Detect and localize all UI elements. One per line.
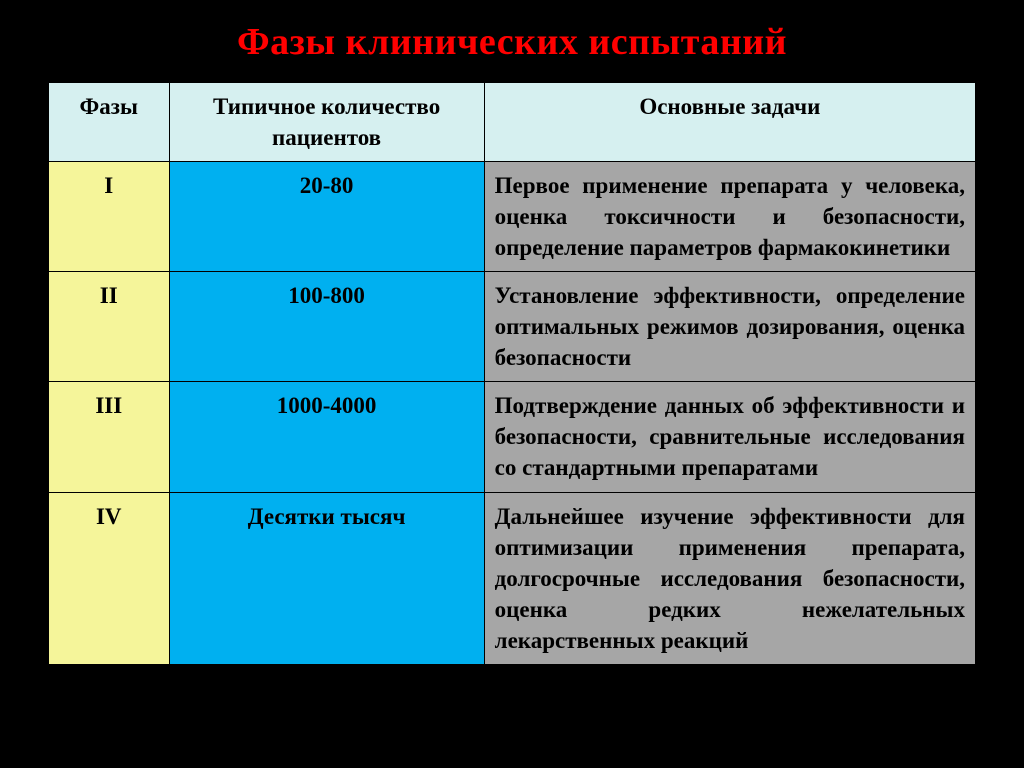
- cell-count: 20-80: [169, 162, 484, 272]
- col-header-task: Основные задачи: [484, 83, 975, 162]
- cell-task: Подтверждение данных об эффективности и …: [484, 382, 975, 492]
- cell-phase: I: [49, 162, 170, 272]
- cell-phase: IV: [49, 492, 170, 664]
- slide: Фазы клинических испытаний Фазы Типичное…: [0, 0, 1024, 768]
- table-row: III 1000-4000 Подтверждение данных об эф…: [49, 382, 976, 492]
- col-header-phase: Фазы: [49, 83, 170, 162]
- cell-count: Десятки тысяч: [169, 492, 484, 664]
- cell-task: Первое применение препарата у человека, …: [484, 162, 975, 272]
- table-row: II 100-800 Установление эффективности, о…: [49, 272, 976, 382]
- slide-title: Фазы клинических испытаний: [48, 20, 976, 64]
- cell-count: 100-800: [169, 272, 484, 382]
- cell-phase: II: [49, 272, 170, 382]
- cell-count: 1000-4000: [169, 382, 484, 492]
- table-body: I 20-80 Первое применение препарата у че…: [49, 162, 976, 665]
- table-row: IV Десятки тысяч Дальнейшее изучение эфф…: [49, 492, 976, 664]
- cell-task: Установление эффективности, определение …: [484, 272, 975, 382]
- col-header-count: Типичное количество пациентов: [169, 83, 484, 162]
- table-row: I 20-80 Первое применение препарата у че…: [49, 162, 976, 272]
- phases-table: Фазы Типичное количество пациентов Основ…: [48, 82, 976, 665]
- cell-task: Дальнейшее изучение эффективности для оп…: [484, 492, 975, 664]
- table-header: Фазы Типичное количество пациентов Основ…: [49, 83, 976, 162]
- cell-phase: III: [49, 382, 170, 492]
